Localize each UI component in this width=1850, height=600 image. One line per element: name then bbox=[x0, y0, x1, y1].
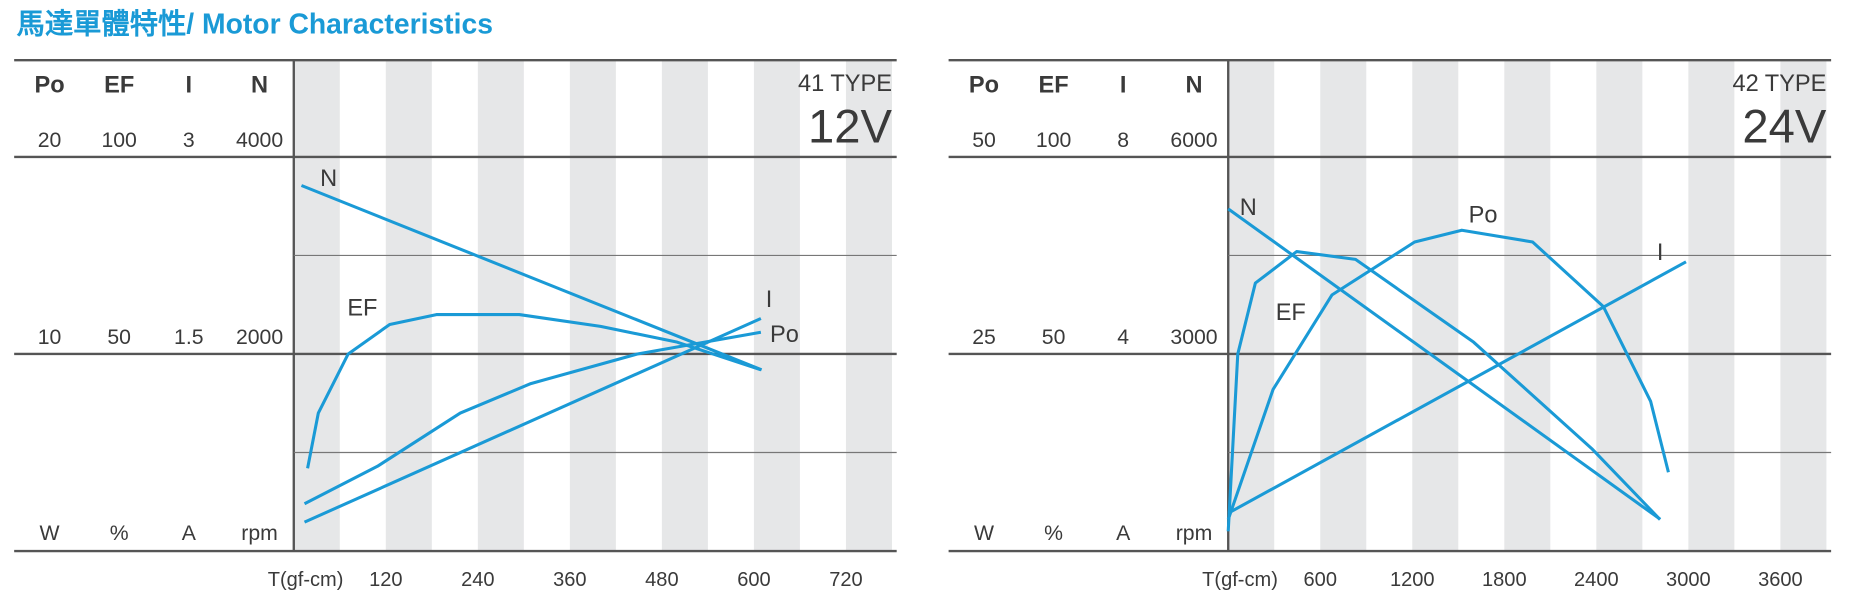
curve-label: N bbox=[1240, 194, 1257, 220]
curve-label: N bbox=[320, 165, 337, 191]
axis-unit: rpm bbox=[1176, 522, 1213, 545]
axis-name: N bbox=[1185, 71, 1202, 97]
curve bbox=[303, 330, 762, 506]
curve-label: Po bbox=[1469, 201, 1498, 227]
axis-unit: A bbox=[1116, 522, 1131, 545]
x-tick-label: 1800 bbox=[1482, 569, 1527, 591]
y-tick-label: 20 bbox=[38, 129, 62, 152]
model-label: 41 TYPE bbox=[798, 70, 892, 96]
y-tick-label: 50 bbox=[1042, 326, 1066, 349]
axis-name: I bbox=[1120, 71, 1127, 97]
curve bbox=[1227, 260, 1687, 515]
stripe bbox=[661, 60, 708, 552]
axis-name: N bbox=[251, 71, 268, 97]
y-tick-label: 4000 bbox=[236, 129, 283, 152]
stripe bbox=[293, 60, 340, 552]
curve bbox=[1226, 250, 1662, 532]
y-tick-label: 100 bbox=[101, 129, 136, 152]
curve bbox=[1226, 228, 1670, 521]
curve bbox=[300, 184, 763, 372]
stripe bbox=[1688, 60, 1735, 552]
axis-unit: A bbox=[182, 522, 197, 545]
x-tick-label: 240 bbox=[461, 569, 494, 591]
axis-name: EF bbox=[1039, 71, 1069, 97]
stripe bbox=[385, 60, 432, 552]
axis-unit: W bbox=[40, 522, 60, 545]
voltage-label: 12V bbox=[808, 100, 892, 153]
x-tick-label: 480 bbox=[645, 569, 678, 591]
stripe bbox=[1504, 60, 1551, 552]
curve-label: Po bbox=[770, 321, 799, 347]
x-tick-label: 3000 bbox=[1666, 569, 1711, 591]
y-tick-label: 3000 bbox=[1170, 326, 1217, 349]
stripe bbox=[845, 60, 892, 552]
x-axis-label: T(gf-cm) bbox=[268, 569, 344, 591]
axis-unit: W bbox=[974, 522, 994, 545]
x-tick-label: 1200 bbox=[1390, 569, 1435, 591]
stripe bbox=[477, 60, 524, 552]
x-tick-label: 720 bbox=[829, 569, 862, 591]
axis-unit: % bbox=[1044, 522, 1063, 545]
curve-label: EF bbox=[347, 294, 377, 320]
axis-name: EF bbox=[104, 71, 134, 97]
x-tick-label: 2400 bbox=[1574, 569, 1619, 591]
stripe bbox=[1320, 60, 1367, 552]
axis-name: I bbox=[185, 71, 192, 97]
stripe bbox=[1780, 60, 1827, 552]
y-tick-label: 25 bbox=[972, 326, 996, 349]
x-tick-label: 600 bbox=[737, 569, 770, 591]
y-tick-label: 100 bbox=[1036, 129, 1071, 152]
y-tick-label: 2000 bbox=[236, 326, 283, 349]
x-tick-label: 360 bbox=[553, 569, 586, 591]
axis-unit: % bbox=[110, 522, 129, 545]
voltage-label: 24V bbox=[1742, 100, 1826, 153]
y-tick-label: 50 bbox=[107, 326, 131, 349]
model-label: 42 TYPE bbox=[1732, 70, 1826, 96]
curve-label: EF bbox=[1276, 299, 1306, 325]
y-tick-label: 3 bbox=[183, 129, 195, 152]
axis-unit: rpm bbox=[241, 522, 278, 545]
x-tick-label: 3600 bbox=[1758, 569, 1803, 591]
curve bbox=[306, 313, 762, 469]
y-tick-label: 6000 bbox=[1170, 129, 1217, 152]
y-tick-label: 8 bbox=[1117, 129, 1129, 152]
page-title: 馬達單體特性/ Motor Characteristics bbox=[17, 7, 493, 39]
x-tick-label: 120 bbox=[369, 569, 402, 591]
y-tick-label: 10 bbox=[38, 326, 62, 349]
curve bbox=[1227, 207, 1661, 521]
x-tick-label: 600 bbox=[1304, 569, 1337, 591]
y-tick-label: 4 bbox=[1117, 326, 1129, 349]
x-axis-label: T(gf-cm) bbox=[1202, 569, 1278, 591]
y-tick-label: 50 bbox=[972, 129, 996, 152]
stripe bbox=[569, 60, 616, 552]
axis-name: Po bbox=[34, 71, 64, 97]
y-tick-label: 1.5 bbox=[174, 326, 204, 349]
axis-name: Po bbox=[969, 71, 999, 97]
stripe bbox=[753, 60, 800, 552]
curve-label: I bbox=[1657, 239, 1664, 265]
curve-label: I bbox=[766, 286, 773, 312]
curve bbox=[303, 317, 762, 524]
